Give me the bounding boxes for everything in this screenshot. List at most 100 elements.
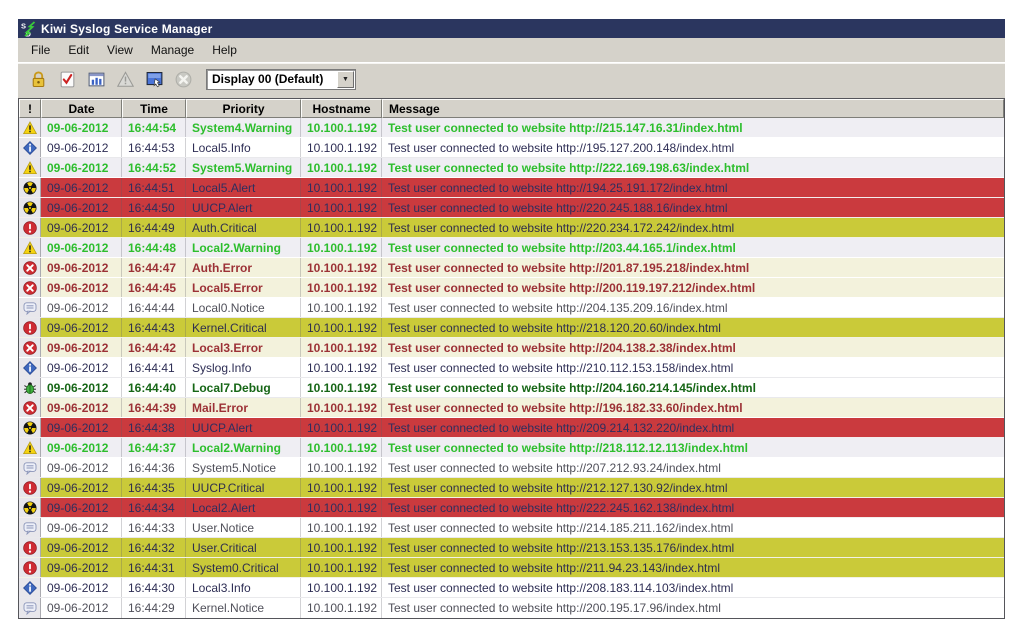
warning-disabled-icon[interactable] <box>113 67 137 91</box>
table-row[interactable]: 09-06-2012 16:44:51 Local5.Alert 10.100.1.1… <box>19 178 1004 198</box>
cell-hostname: 10.100.1.192 <box>301 498 382 517</box>
table-row[interactable]: 09-06-2012 16:44:42 Local3.Error 10.100.1.1… <box>19 338 1004 358</box>
kiwi-syslog-icon[interactable]: S D <box>21 20 37 38</box>
menu-item-file[interactable]: File <box>31 43 51 57</box>
column-header-hostname[interactable]: Hostname <box>301 99 382 118</box>
cell-time: 16:44:29 <box>122 598 186 618</box>
column-header-date[interactable]: Date <box>41 99 122 118</box>
cell-message: Test user connected to website http://21… <box>388 540 735 555</box>
toolbar: Display 00 (Default) ▼ <box>18 63 1005 94</box>
table-row[interactable]: 09-06-2012 16:44:30 Local3.Info 10.100.1.19… <box>19 578 1004 598</box>
menu-item-edit[interactable]: Edit <box>68 43 90 57</box>
notice-icon <box>19 458 41 477</box>
cell-hostname: 10.100.1.192 <box>301 578 382 597</box>
display-selector-value: Display 00 (Default) <box>212 72 324 86</box>
table-row[interactable]: 09-06-2012 16:44:45 Local5.Error 10.100.1.1… <box>19 278 1004 298</box>
table-row[interactable]: 09-06-2012 16:44:37 Local2.Warning 10.100.1… <box>19 438 1004 458</box>
cell-hostname: 10.100.1.192 <box>301 178 382 197</box>
app-window: S D Kiwi Syslog Service Manager File Edit… <box>18 19 1005 619</box>
table-row[interactable]: 09-06-2012 16:44:35 UUCP.Critical 10.100.1.… <box>19 478 1004 498</box>
cell-priority: System5.Warning <box>186 158 301 177</box>
table-row[interactable]: 09-06-2012 16:44:34 Local2.Alert 10.100.1.1… <box>19 498 1004 518</box>
table-row[interactable]: 09-06-2012 16:44:50 UUCP.Alert 10.100.1.192… <box>19 198 1004 218</box>
cell-hostname: 10.100.1.192 <box>301 338 382 357</box>
cell-time: 16:44:43 <box>122 318 186 337</box>
cell-time: 16:44:53 <box>122 138 186 157</box>
cell-priority: Local5.Error <box>186 278 301 297</box>
cell-hostname: 10.100.1.192 <box>301 518 382 537</box>
cell-message: Test user connected to website http://20… <box>388 260 750 275</box>
table-row[interactable]: 09-06-2012 16:44:31 System0.Critical 10.100… <box>19 558 1004 578</box>
table-row[interactable]: 09-06-2012 16:44:43 Kernel.Critical 10.100.… <box>19 318 1004 338</box>
cell-message: Test user connected to website http://21… <box>388 440 748 455</box>
table-row[interactable]: 09-06-2012 16:44:36 System5.Notice 10.100.1… <box>19 458 1004 478</box>
table-row[interactable]: 09-06-2012 16:44:44 Local0.Notice 10.100.1.… <box>19 298 1004 318</box>
table-row[interactable]: 09-06-2012 16:44:49 Auth.Critical 10.100.1.… <box>19 218 1004 238</box>
cell-time: 16:44:30 <box>122 578 186 597</box>
warning-icon <box>19 158 41 177</box>
cell-hostname: 10.100.1.192 <box>301 358 382 377</box>
cell-time: 16:44:31 <box>122 558 186 577</box>
cell-message: Test user connected to website http://20… <box>388 340 736 355</box>
cell-date: 09-06-2012 <box>41 378 122 397</box>
alert-icon <box>19 178 41 197</box>
stop-disabled-icon[interactable] <box>171 67 195 91</box>
table-row[interactable]: 09-06-2012 16:44:38 UUCP.Alert 10.100.1.192… <box>19 418 1004 438</box>
cell-priority: Auth.Critical <box>186 218 301 237</box>
lock-icon[interactable] <box>26 67 50 91</box>
display-setup-icon[interactable] <box>142 67 166 91</box>
table-row[interactable]: 09-06-2012 16:44:39 Mail.Error 10.100.1.192… <box>19 398 1004 418</box>
error-icon <box>19 258 41 277</box>
cell-time: 16:44:37 <box>122 438 186 457</box>
table-row[interactable]: 09-06-2012 16:44:52 System5.Warning 10.100.… <box>19 158 1004 178</box>
cell-priority: Local2.Warning <box>186 438 301 457</box>
notice-icon <box>19 598 41 618</box>
cell-hostname: 10.100.1.192 <box>301 438 382 457</box>
menu-item-help[interactable]: Help <box>212 43 237 57</box>
alert-icon <box>19 418 41 437</box>
cell-hostname: 10.100.1.192 <box>301 598 382 618</box>
table-row[interactable]: 09-06-2012 16:44:40 Local7.Debug 10.100.1.1… <box>19 378 1004 398</box>
cell-time: 16:44:50 <box>122 198 186 217</box>
cell-date: 09-06-2012 <box>41 218 122 237</box>
display-selector[interactable]: Display 00 (Default) ▼ <box>206 68 356 90</box>
column-header-severity[interactable]: ! <box>19 99 41 118</box>
table-row[interactable]: 09-06-2012 16:44:48 Local2.Warning 10.100.1… <box>19 238 1004 258</box>
table-row[interactable]: 09-06-2012 16:44:47 Auth.Error 10.100.1.192… <box>19 258 1004 278</box>
statistics-icon[interactable] <box>84 67 108 91</box>
checklist-icon[interactable] <box>55 67 79 91</box>
cell-hostname: 10.100.1.192 <box>301 538 382 557</box>
cell-message: Test user connected to website http://20… <box>388 580 734 595</box>
notice-icon <box>19 518 41 537</box>
chevron-down-icon[interactable]: ▼ <box>337 70 354 88</box>
cell-priority: Kernel.Notice <box>186 598 301 618</box>
critical-icon <box>19 218 41 237</box>
cell-time: 16:44:35 <box>122 478 186 497</box>
cell-date: 09-06-2012 <box>41 198 122 217</box>
cell-message: Test user connected to website http://20… <box>388 280 756 295</box>
table-row[interactable]: 09-06-2012 16:44:33 User.Notice 10.100.1.19… <box>19 518 1004 538</box>
table-row[interactable]: 09-06-2012 16:44:54 System4.Warning 10.100.… <box>19 118 1004 138</box>
table-row[interactable]: 09-06-2012 16:44:53 Local5.Info 10.100.1.19… <box>19 138 1004 158</box>
notice-icon <box>19 298 41 317</box>
cell-date: 09-06-2012 <box>41 598 122 618</box>
column-header-message[interactable]: Message <box>382 99 1004 118</box>
table-row[interactable]: 09-06-2012 16:44:32 User.Critical 10.100.1.… <box>19 538 1004 558</box>
cell-time: 16:44:44 <box>122 298 186 317</box>
cell-date: 09-06-2012 <box>41 238 122 257</box>
cell-date: 09-06-2012 <box>41 438 122 457</box>
cell-date: 09-06-2012 <box>41 538 122 557</box>
column-header-time[interactable]: Time <box>122 99 186 118</box>
syslog-table: ! Date Time Priority Hostname Message 09-06-2… <box>18 98 1005 619</box>
menu-item-view[interactable]: View <box>107 43 133 57</box>
table-row[interactable]: 09-06-2012 16:44:29 Kernel.Notice 10.100.1.… <box>19 598 1004 618</box>
cell-message: Test user connected to website http://22… <box>388 200 728 215</box>
cell-hostname: 10.100.1.192 <box>301 418 382 437</box>
cell-hostname: 10.100.1.192 <box>301 378 382 397</box>
table-row[interactable]: 09-06-2012 16:44:41 Syslog.Info 10.100.1.19… <box>19 358 1004 378</box>
menu-item-manage[interactable]: Manage <box>150 43 195 57</box>
column-header-priority[interactable]: Priority <box>186 99 301 118</box>
cell-message: Test user connected to website http://20… <box>388 240 736 255</box>
error-icon <box>19 278 41 297</box>
cell-time: 16:44:47 <box>122 258 186 277</box>
